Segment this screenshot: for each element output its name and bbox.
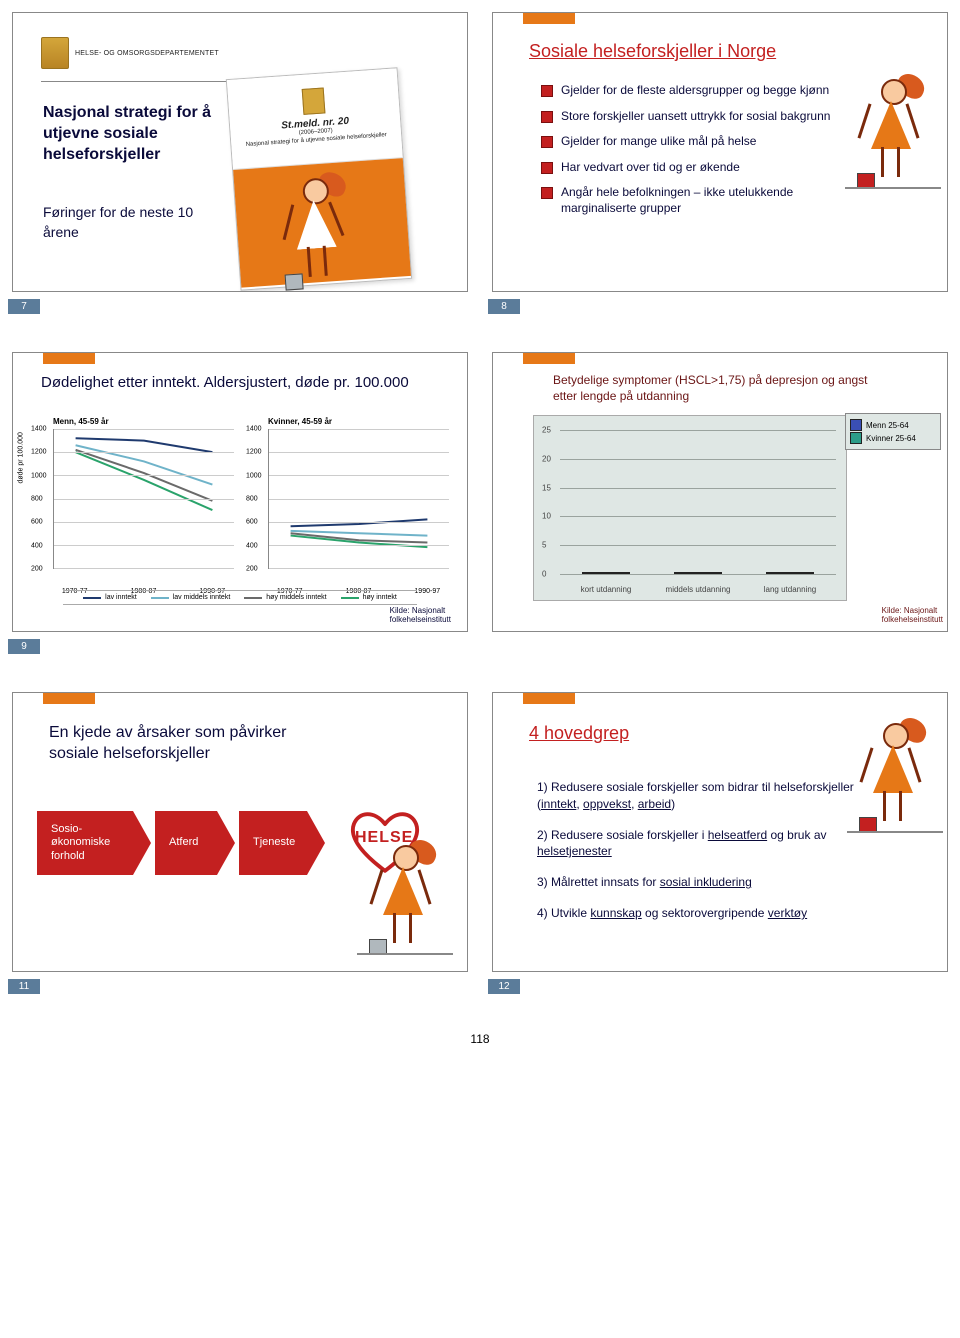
box-label: Tjeneste bbox=[253, 836, 295, 849]
slide-10: Betydelige symptomer (HSCL>1,75) på depr… bbox=[492, 352, 948, 632]
slide-12-col: 4 hovedgrep 1) Redusere sosiale forskjel… bbox=[492, 692, 948, 972]
slide-number: 12 bbox=[488, 979, 520, 994]
document-cover: St.meld. nr. 20 (2006–2007) Nasjonal str… bbox=[226, 67, 412, 290]
slide-number: 7 bbox=[8, 299, 40, 314]
chart-source: Kilde: Nasjonalt folkehelseinstitutt bbox=[390, 606, 451, 625]
src-2: folkehelseinstitutt bbox=[882, 616, 943, 625]
bars bbox=[560, 430, 836, 574]
doc-crest-icon bbox=[302, 87, 326, 114]
figure-icon bbox=[853, 73, 933, 213]
list-text: Angår hele befolkningen – ikke utelukken… bbox=[561, 185, 851, 216]
slide-7-subheading: Føringer for de neste 10 årene bbox=[43, 203, 213, 242]
slide-8-list: Gjelder for de fleste aldersgrupper og b… bbox=[541, 83, 851, 227]
list-item: Store forskjeller uansett uttrykk for so… bbox=[541, 109, 851, 125]
slide-8-title: Sosiale helseforskjeller i Norge bbox=[529, 41, 776, 62]
slide-8-col: Sosiale helseforskjeller i Norge Gjelder… bbox=[492, 12, 948, 292]
list-item: Gjelder for de fleste aldersgrupper og b… bbox=[541, 83, 851, 99]
slide-number: 9 bbox=[8, 639, 40, 654]
chart-men: Menn, 45-59 år døde pr 100.000 140012001… bbox=[27, 417, 238, 583]
slide-tab bbox=[523, 12, 575, 24]
chart-legend: lav inntektlav middels inntekthøy middel… bbox=[63, 590, 417, 605]
list-text: Har vedvart over tid og er økende bbox=[561, 160, 740, 176]
list-item: Har vedvart over tid og er økende bbox=[541, 160, 851, 176]
chart-women: Kvinner, 45-59 år 1400120010008006004002… bbox=[242, 417, 453, 583]
mortality-charts: Menn, 45-59 år døde pr 100.000 140012001… bbox=[27, 417, 453, 583]
slide-7: HELSE- OG OMSORGSDEPARTEMENTET Nasjonal … bbox=[12, 12, 468, 292]
slide-7-col: HELSE- OG OMSORGSDEPARTEMENTET Nasjonal … bbox=[12, 12, 468, 292]
slide-10-title: Betydelige symptomer (HSCL>1,75) på depr… bbox=[553, 373, 877, 404]
list-item: Angår hele befolkningen – ikke utelukken… bbox=[541, 185, 851, 216]
bullet-icon bbox=[541, 136, 553, 148]
chart-label: Menn, 45-59 år bbox=[53, 417, 109, 426]
plot-area: 2520151050 bbox=[560, 430, 836, 574]
slide-tab bbox=[43, 352, 95, 364]
slide-8: Sosiale helseforskjeller i Norge Gjelder… bbox=[492, 12, 948, 292]
row-1: HELSE- OG OMSORGSDEPARTEMENTET Nasjonal … bbox=[12, 12, 948, 292]
bar-chart: 2520151050 kort utdanningmiddels utdanni… bbox=[533, 415, 847, 601]
list-text: Gjelder for mange ulike mål på helse bbox=[561, 134, 756, 150]
y-axis-label: døde pr 100.000 bbox=[18, 432, 25, 483]
slide-9: Dødelighet etter inntekt. Aldersjustert,… bbox=[12, 352, 468, 632]
bullet-icon bbox=[541, 111, 553, 123]
flow-box-2: Atferd bbox=[155, 811, 235, 875]
flow-box-3: Tjeneste bbox=[239, 811, 325, 875]
src-1: Kilde: Nasjonalt bbox=[390, 606, 451, 616]
box-label: Sosio- økonomiske forhold bbox=[51, 823, 143, 863]
bar-legend: Menn 25-64Kvinner 25-64 bbox=[845, 413, 941, 450]
row-2: Dødelighet etter inntekt. Aldersjustert,… bbox=[12, 352, 948, 632]
slide-number: 8 bbox=[488, 299, 520, 314]
dept-name: HELSE- OG OMSORGSDEPARTEMENTET bbox=[75, 50, 219, 57]
row-3: En kjede av årsaker som påvirker sosiale… bbox=[12, 692, 948, 972]
flow-box-1: Sosio- økonomiske forhold bbox=[37, 811, 151, 875]
crest-icon bbox=[41, 37, 69, 69]
src-2: folkehelseinstitutt bbox=[390, 615, 451, 625]
chart-source: Kilde: Nasjonalt folkehelseinstitutt bbox=[882, 607, 943, 625]
list-text: Store forskjeller uansett uttrykk for so… bbox=[561, 109, 830, 125]
page-number: 118 bbox=[12, 1032, 948, 1046]
slide-11-col: En kjede av årsaker som påvirker sosiale… bbox=[12, 692, 468, 972]
page: HELSE- OG OMSORGSDEPARTEMENTET Nasjonal … bbox=[12, 12, 948, 1046]
slide-tab bbox=[43, 692, 95, 704]
box-label: Atferd bbox=[169, 836, 198, 849]
slide-12-title: 4 hovedgrep bbox=[529, 723, 629, 744]
slide-7-heading: Nasjonal strategi for å utjevne sosiale … bbox=[43, 103, 213, 165]
doc-bottom bbox=[233, 158, 411, 288]
dept-logo: HELSE- OG OMSORGSDEPARTEMENTET bbox=[41, 37, 219, 69]
plot-area bbox=[53, 429, 234, 569]
slide-9-title: Dødelighet etter inntekt. Aldersjustert,… bbox=[41, 373, 409, 393]
slide-tab bbox=[523, 692, 575, 704]
slide-tab bbox=[523, 352, 575, 364]
slide-11: En kjede av årsaker som påvirker sosiale… bbox=[12, 692, 468, 972]
figure-icon bbox=[365, 839, 455, 959]
doc-top: St.meld. nr. 20 (2006–2007) Nasjonal str… bbox=[227, 68, 403, 170]
doc-figure-icon bbox=[274, 169, 371, 275]
bullet-icon bbox=[541, 187, 553, 199]
chart-label: Kvinner, 45-59 år bbox=[268, 417, 332, 426]
slide-number: 11 bbox=[8, 979, 40, 994]
slide-12: 4 hovedgrep 1) Redusere sosiale forskjel… bbox=[492, 692, 948, 972]
list-item: Gjelder for mange ulike mål på helse bbox=[541, 134, 851, 150]
slide-11-title: En kjede av årsaker som påvirker sosiale… bbox=[49, 723, 329, 765]
list-text: Gjelder for de fleste aldersgrupper og b… bbox=[561, 83, 829, 99]
figure-icon bbox=[855, 717, 935, 877]
slide-10-col: Betydelige symptomer (HSCL>1,75) på depr… bbox=[492, 352, 948, 632]
slide-12-list: 1) Redusere sosiale forskjeller som bidr… bbox=[537, 779, 857, 936]
bullet-icon bbox=[541, 85, 553, 97]
bullet-icon bbox=[541, 162, 553, 174]
slide-9-col: Dødelighet etter inntekt. Aldersjustert,… bbox=[12, 352, 468, 632]
plot-area bbox=[268, 429, 449, 569]
